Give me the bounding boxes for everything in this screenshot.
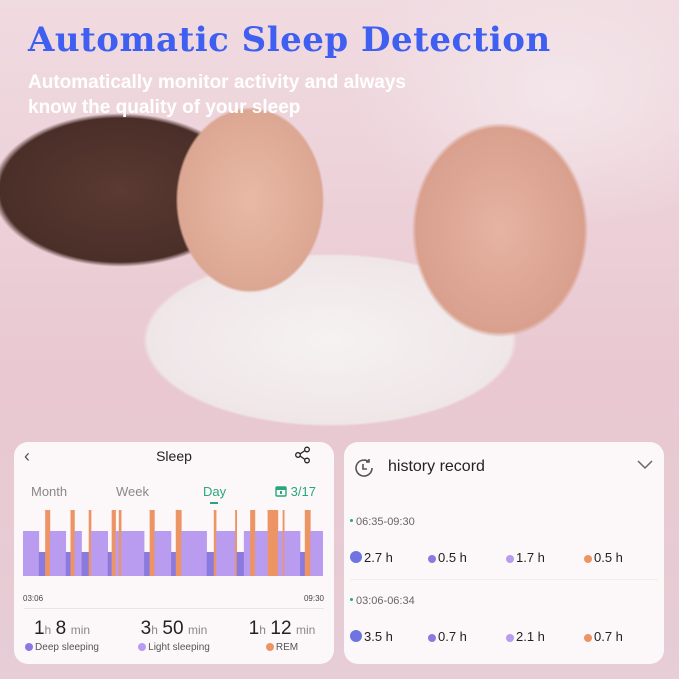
subheadline: Automatically monitor activity and alway… bbox=[28, 72, 406, 118]
stage-bar-rem bbox=[213, 510, 217, 576]
stage-bar-rem bbox=[304, 510, 311, 576]
stage-bar-light bbox=[181, 531, 207, 576]
stage-bar-light bbox=[49, 531, 67, 576]
stage-bar-rem bbox=[250, 510, 256, 576]
stage-bar-deep bbox=[206, 552, 215, 576]
divider bbox=[24, 608, 324, 609]
stage-bar-rem bbox=[111, 510, 116, 576]
headline: Automatic Sleep Detection bbox=[28, 20, 551, 60]
sleep-moon-icon bbox=[350, 630, 362, 642]
deep-dot bbox=[25, 643, 34, 651]
start-time: 03:06 bbox=[23, 594, 44, 603]
stage-bar-rem bbox=[88, 510, 92, 576]
stat-deep: 1h 8 min Deep sleeping bbox=[12, 618, 112, 653]
calendar-icon bbox=[275, 486, 287, 497]
stage-bar-light bbox=[23, 531, 40, 576]
stage-bar-light bbox=[74, 531, 82, 576]
stage-bar-light bbox=[91, 531, 108, 576]
history-card: history record 06:35-09:30 2.7 h 0.5 h 1… bbox=[344, 442, 664, 664]
chevron-down-icon[interactable] bbox=[636, 458, 654, 470]
chevron-left-icon[interactable]: ‹ bbox=[24, 446, 30, 466]
light-dot bbox=[138, 643, 147, 651]
end-time: 09:30 bbox=[303, 594, 324, 603]
stage-bar-light bbox=[254, 531, 268, 576]
divider bbox=[350, 579, 658, 580]
stage-bar-rem bbox=[267, 510, 279, 576]
record-range: 03:06-06:34 bbox=[350, 595, 415, 607]
stage-bar-rem bbox=[282, 510, 285, 576]
record-values: 3.5 h 0.7 h 2.1 h 0.7 h bbox=[350, 629, 662, 644]
stage-bar-rem bbox=[118, 510, 122, 576]
stat-rem: 1h 12 min REM bbox=[248, 618, 316, 653]
stage-bar-rem bbox=[45, 510, 51, 576]
record-range: 06:35-09:30 bbox=[350, 516, 415, 528]
stage-bar-deep bbox=[38, 552, 46, 576]
stage-bar-light bbox=[154, 531, 172, 576]
stat-light: 3h 50 min Light sleeping bbox=[124, 618, 224, 653]
history-clock-icon bbox=[355, 459, 373, 477]
tab-week[interactable]: Week bbox=[116, 484, 149, 499]
stage-bar-light bbox=[121, 531, 145, 576]
date-label: 3/17 bbox=[290, 484, 316, 499]
stage-bar-deep bbox=[236, 552, 245, 576]
stage-bar-rem bbox=[175, 510, 182, 576]
sleep-title: Sleep bbox=[156, 448, 192, 464]
stage-bar-light bbox=[243, 531, 251, 576]
stage-bar-rem bbox=[235, 510, 238, 576]
history-title: history record bbox=[388, 458, 485, 475]
sleep-stage-chart bbox=[23, 510, 323, 576]
sleep-card: ‹ Sleep Month Week Day 3/17 03:06 09:30 … bbox=[14, 442, 334, 664]
date-picker[interactable]: 3/17 bbox=[275, 484, 316, 499]
stage-bar-light bbox=[284, 531, 301, 576]
stage-bar-deep bbox=[107, 552, 112, 576]
stage-bar-light bbox=[115, 531, 120, 576]
stage-bar-deep bbox=[81, 552, 89, 576]
sleep-moon-icon bbox=[350, 551, 362, 563]
stage-bar-rem bbox=[70, 510, 75, 576]
stage-bar-deep bbox=[300, 552, 306, 576]
stage-bar-rem bbox=[149, 510, 155, 576]
stage-bar-light bbox=[277, 531, 283, 576]
tab-month[interactable]: Month bbox=[31, 484, 68, 499]
tab-day[interactable]: Day bbox=[203, 484, 227, 504]
share-icon[interactable] bbox=[294, 446, 312, 464]
rem-dot bbox=[265, 643, 274, 651]
stage-bar-light bbox=[216, 531, 236, 576]
stage-bar-deep bbox=[144, 552, 150, 576]
stage-bar-light bbox=[310, 531, 323, 576]
record-values: 2.7 h 0.5 h 1.7 h 0.5 h bbox=[350, 550, 662, 565]
stage-bar-deep bbox=[171, 552, 177, 576]
stage-bar-deep bbox=[65, 552, 71, 576]
